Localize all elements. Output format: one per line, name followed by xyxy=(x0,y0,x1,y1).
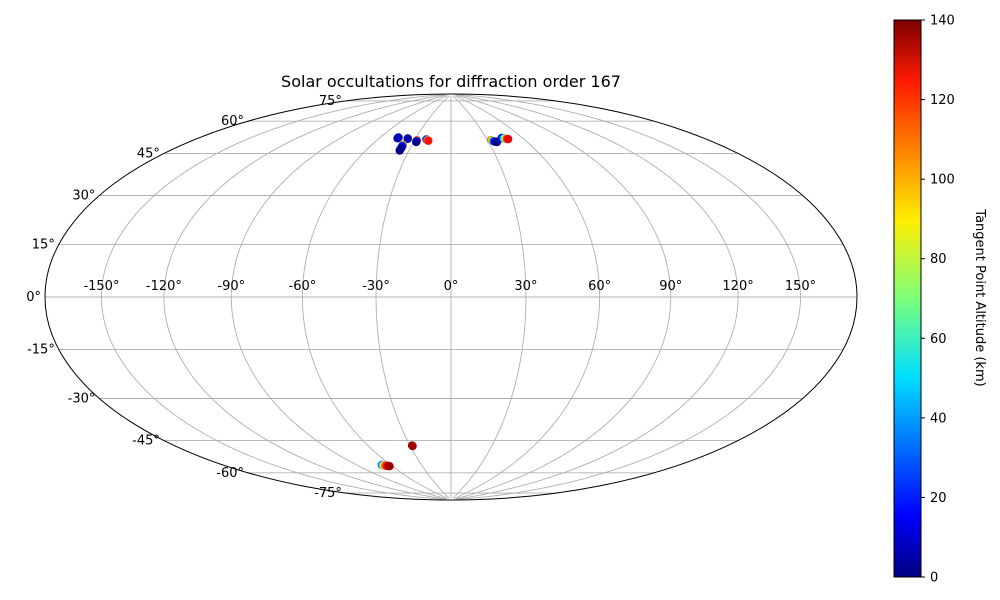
colorbar-label: Tangent Point Altitude (km) xyxy=(972,208,987,386)
occultation-point xyxy=(395,146,404,155)
colorbar-tick-label: 0 xyxy=(930,571,938,586)
longitude-tick-label: 30° xyxy=(514,279,537,294)
longitude-line xyxy=(455,94,672,500)
occultation-points xyxy=(377,133,513,471)
longitude-line xyxy=(301,95,448,499)
occultation-point xyxy=(385,461,394,471)
longitude-tick-label: 120° xyxy=(722,279,753,294)
occultation-point xyxy=(408,441,417,451)
occultation-point xyxy=(411,137,421,147)
longitude-tick-label: -150° xyxy=(83,279,119,294)
latitude-tick-label: -15° xyxy=(27,343,55,358)
occultation-point xyxy=(403,134,412,144)
occultation-point xyxy=(394,133,403,142)
colorbar-tick-label: 60 xyxy=(930,332,947,347)
occultation-point xyxy=(503,134,513,144)
longitude-line xyxy=(452,95,527,499)
latitude-tick-label: 60° xyxy=(221,114,244,129)
latitude-tick-label: 45° xyxy=(137,146,160,161)
colorbar-tick-label: 120 xyxy=(930,93,955,108)
colorbar-tick-label: 80 xyxy=(930,252,947,267)
longitude-line xyxy=(457,94,739,500)
colorbar-gradient xyxy=(893,19,922,578)
longitude-tick-label: -120° xyxy=(146,279,182,294)
longitude-line xyxy=(457,94,801,500)
colorbar-ticks: 0 20 40 60 80 100 120 140 xyxy=(921,14,955,586)
chart-title: Solar occultations for diffraction order… xyxy=(281,72,621,91)
latitude-tick-labels: -75° -60° -45° -30° -15° 0° 15° 30° 45° 60° 75° xyxy=(26,94,342,501)
longitude-tick-label: -90° xyxy=(217,279,245,294)
colorbar: 0 20 40 60 80 100 120 140 Tangent Point Altitud… xyxy=(893,14,987,586)
longitude-tick-label: 60° xyxy=(588,279,611,294)
longitude-tick-label: 0° xyxy=(444,279,459,294)
latitude-tick-label: -60° xyxy=(216,466,244,481)
colorbar-tick-label: 100 xyxy=(930,173,955,188)
longitude-tick-labels: -150° -120° -90° -60° -30° 0° 30° 60° 90° 120° 150… xyxy=(83,279,816,294)
longitude-tick-label: -60° xyxy=(289,279,317,294)
latitude-tick-label: 15° xyxy=(32,237,55,252)
map-grid xyxy=(45,94,857,500)
longitude-line xyxy=(230,94,447,500)
longitude-grid-lines xyxy=(101,94,801,500)
longitude-tick-label: -30° xyxy=(362,279,390,294)
latitude-tick-label: 30° xyxy=(72,189,95,204)
latitude-tick-label: -30° xyxy=(68,392,96,407)
latitude-tick-label: -45° xyxy=(132,434,160,449)
longitude-tick-label: 150° xyxy=(785,279,816,294)
longitude-tick-label: 90° xyxy=(659,279,682,294)
occultation-point xyxy=(424,136,433,145)
latitude-tick-label: 0° xyxy=(26,290,41,305)
colorbar-tick-label: 40 xyxy=(930,411,947,426)
latitude-tick-label: -75° xyxy=(314,486,342,501)
latitude-tick-label: 75° xyxy=(319,94,342,109)
longitude-line xyxy=(454,95,601,499)
map-boundary xyxy=(44,93,858,501)
longitude-line xyxy=(375,95,450,499)
colorbar-tick-label: 140 xyxy=(930,14,955,29)
longitude-line xyxy=(101,94,445,500)
colorbar-tick-label: 20 xyxy=(930,491,947,506)
longitude-line xyxy=(163,94,445,500)
